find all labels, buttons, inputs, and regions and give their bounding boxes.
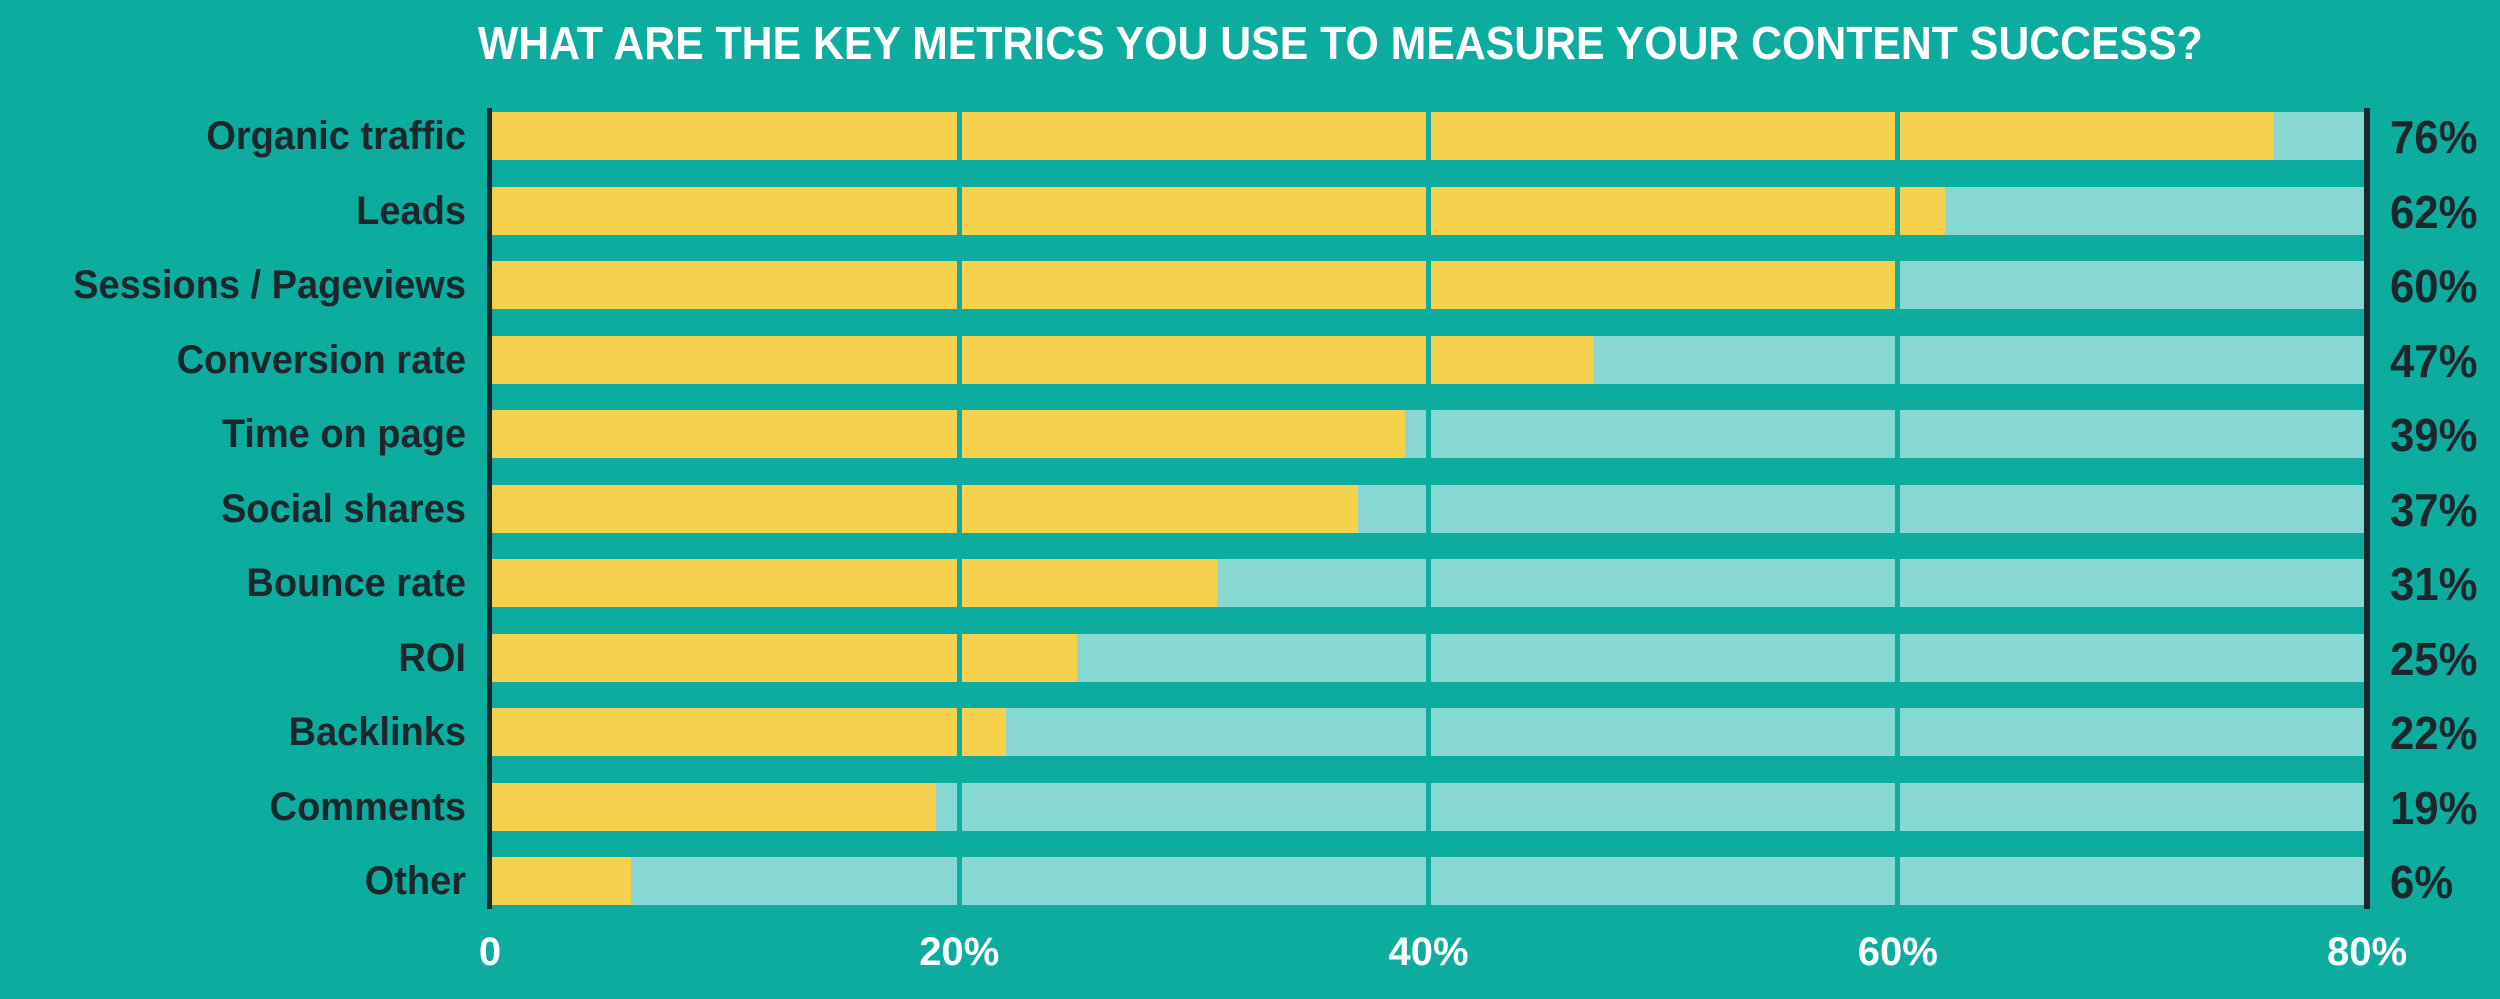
gridline-60	[1895, 112, 1901, 905]
value-label: 39%	[2390, 409, 2478, 461]
value-label: 19%	[2390, 781, 2478, 834]
category-label: Organic traffic	[206, 114, 466, 158]
category-label: Bounce rate	[246, 561, 466, 605]
bar-fill	[490, 559, 1218, 607]
value-label: 60%	[2390, 260, 2478, 312]
bar-fill	[490, 484, 1359, 533]
category-label: Other	[364, 859, 466, 903]
x-tick-label: 60%	[1857, 930, 1938, 974]
category-label: Leads	[356, 188, 466, 233]
bar-fill	[490, 410, 1406, 458]
value-label: 31%	[2390, 558, 2478, 610]
bar-fill	[490, 857, 631, 905]
value-label: 76%	[2390, 111, 2478, 163]
bar-fill	[490, 261, 1898, 309]
value-label: 47%	[2390, 334, 2478, 387]
chart-title: WHAT ARE THE KEY METRICS YOU USE TO MEAS…	[477, 17, 2203, 69]
category-label: Comments	[269, 784, 466, 829]
bar-fill	[490, 708, 1007, 756]
category-label: Sessions / Pageviews	[73, 263, 466, 307]
value-label: 62%	[2390, 185, 2478, 238]
bar-fill	[490, 335, 1593, 384]
x-axis-max-line	[2364, 108, 2370, 909]
bar-fill	[490, 633, 1077, 682]
gridline-20	[956, 112, 962, 905]
x-tick-label: 0	[478, 930, 502, 974]
category-label: Social shares	[220, 486, 466, 531]
category-label: Backlinks	[288, 710, 466, 754]
bar-fill	[490, 186, 1945, 235]
x-tick-label: 40%	[1388, 930, 1469, 974]
bar-fill	[490, 112, 2274, 160]
x-tick-label: 80%	[2326, 930, 2408, 974]
bar-fill	[490, 782, 936, 831]
category-label: Conversion rate	[176, 337, 467, 382]
value-label: 25%	[2390, 632, 2478, 685]
category-label: Time on page	[221, 412, 466, 456]
gridline-40	[1426, 112, 1431, 905]
value-label: 6%	[2390, 856, 2454, 908]
value-label: 37%	[2390, 483, 2478, 536]
y-axis-line	[487, 108, 492, 909]
chart-title-container: WHAT ARE THE KEY METRICS YOU USE TO MEAS…	[180, 16, 2500, 70]
x-tick-label: 20%	[919, 930, 1000, 974]
value-label: 22%	[2390, 707, 2478, 759]
category-label: ROI	[398, 635, 466, 680]
